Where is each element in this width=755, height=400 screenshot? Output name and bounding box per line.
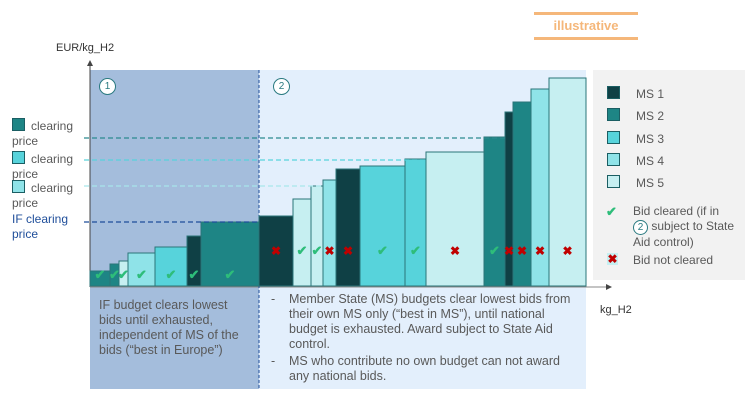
check-icon: ✔: [606, 204, 617, 219]
check-icon: ✔: [377, 243, 388, 258]
cross-icon: ✖: [535, 244, 545, 258]
ms3-swatch: [12, 151, 25, 164]
legend-ms5: MS 5: [607, 175, 664, 190]
check-icon: ✔: [118, 267, 129, 282]
stage2-bullet-1: Member State (MS) budgets clear lowest b…: [289, 292, 571, 351]
bar-ms5: [425, 151, 485, 287]
check-icon: ✔: [410, 243, 421, 258]
legend-ms1: MS 1: [607, 86, 664, 101]
check-icon: ✔: [225, 267, 236, 282]
x-axis-label: kg_H2: [600, 304, 632, 316]
cross-icon: ✖: [343, 244, 353, 258]
cross-icon: ✖: [517, 244, 527, 258]
bullet-dash: -: [271, 354, 276, 368]
bar-ms3: [404, 158, 427, 287]
bar-ms2: [483, 136, 506, 287]
cross-icon: ✖: [324, 244, 334, 258]
ms2-swatch: [607, 108, 620, 121]
ms2-clearing-label: clearing price: [12, 118, 74, 148]
legend-cleared: Bid cleared (if in 2 subject to State Ai…: [633, 204, 735, 249]
stage1-number: 1: [99, 78, 116, 95]
bar-ms4: [322, 179, 337, 287]
stage2-number: 2: [273, 78, 290, 95]
bar-ms1: [504, 111, 514, 287]
bar-ms5: [310, 185, 324, 287]
stage2-bullet-2: MS who contribute no own budget can not …: [289, 354, 561, 383]
illustrative-badge: illustrative: [534, 12, 638, 40]
check-icon: ✔: [297, 243, 308, 258]
ms3-clearing-label: clearing price: [12, 151, 74, 181]
ms5-swatch: [607, 175, 620, 188]
check-icon: ✔: [189, 267, 200, 282]
ms4-swatch: [12, 180, 25, 193]
stage1-region: 1 IF budget clears lowest bids until exh…: [90, 70, 259, 389]
y-axis-arrow: [87, 60, 93, 66]
check-icon: ✔: [312, 243, 323, 258]
ms2-swatch: [12, 118, 25, 131]
check-icon: ✔: [166, 267, 177, 282]
cross-icon: ✖: [450, 244, 460, 258]
cross-icon: ✖: [504, 244, 514, 258]
bullet-dash: -: [271, 292, 276, 306]
stage2-circle-icon: 2: [633, 220, 648, 235]
legend-ms2: MS 2: [607, 108, 664, 123]
if-clearing-label: IF clearing price: [12, 212, 69, 241]
check-icon: ✔: [95, 267, 106, 282]
bar-ms2: [512, 101, 532, 287]
legend-ms4: MS 4: [607, 153, 664, 168]
ms1-swatch: [607, 86, 620, 99]
legend: MS 1 MS 2 MS 3 MS 4 MS 5 ✔ Bid cleared (…: [593, 70, 745, 280]
stage1-description: IF budget clears lowest bids until exhau…: [99, 298, 239, 357]
bar-ms1: [335, 168, 361, 287]
check-icon: ✔: [489, 243, 500, 258]
cross-icon: ✖: [607, 252, 618, 266]
cross-icon: ✖: [562, 244, 572, 258]
bar-ms3: [359, 165, 406, 287]
check-icon: ✔: [109, 267, 120, 282]
y-axis-label: EUR/kg_H2: [56, 42, 115, 54]
bar-ms1: [258, 215, 294, 287]
ms4-clearing-label: clearing price: [12, 180, 74, 210]
bar-ms5: [548, 77, 587, 287]
x-axis-arrow: [606, 284, 612, 290]
ms4-swatch: [607, 153, 620, 166]
legend-not-cleared: Bid not cleared: [633, 253, 714, 267]
cross-icon: ✖: [271, 244, 281, 258]
check-icon: ✔: [136, 267, 147, 282]
legend-ms3: MS 3: [607, 131, 664, 146]
ms3-swatch: [607, 131, 620, 144]
